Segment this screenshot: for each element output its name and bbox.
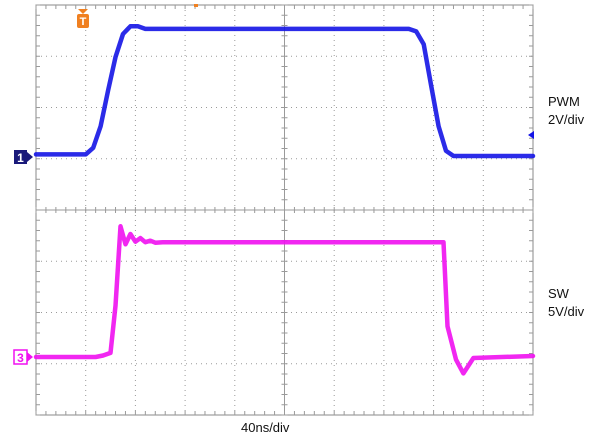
pwm-scale-label: 2V/div bbox=[548, 112, 585, 127]
trigger-level-arrow bbox=[528, 131, 534, 139]
trigger-box bbox=[77, 14, 89, 28]
channel-marker-arrow bbox=[27, 152, 33, 162]
sw-scale-label: 5V/div bbox=[548, 304, 585, 319]
channel-marker-arrow bbox=[27, 352, 33, 362]
trace-pwm bbox=[33, 24, 536, 159]
channel-marker-box bbox=[14, 150, 27, 164]
pwm-label-block: PWM 2V/div bbox=[548, 93, 584, 129]
channel-number: 1 bbox=[17, 151, 24, 165]
time-scale-label: 40ns/div bbox=[241, 420, 290, 435]
traces bbox=[33, 24, 536, 376]
trigger-marker: T bbox=[77, 9, 89, 28]
delay-marker bbox=[194, 4, 198, 7]
markers: 1 3 T bbox=[13, 4, 534, 365]
pwm-channel-name: PWM bbox=[548, 94, 580, 109]
trigger-arrow bbox=[78, 9, 88, 14]
trigger-letter: T bbox=[80, 16, 87, 28]
sw-channel-name: SW bbox=[548, 286, 569, 301]
channel-marker-3: 3 bbox=[13, 349, 33, 365]
trace-sw bbox=[33, 224, 536, 376]
sw-label-block: SW 5V/div bbox=[548, 285, 584, 321]
channel-marker-1: 1 bbox=[14, 150, 33, 165]
channel-number: 3 bbox=[17, 351, 24, 365]
grid bbox=[35, 4, 534, 416]
